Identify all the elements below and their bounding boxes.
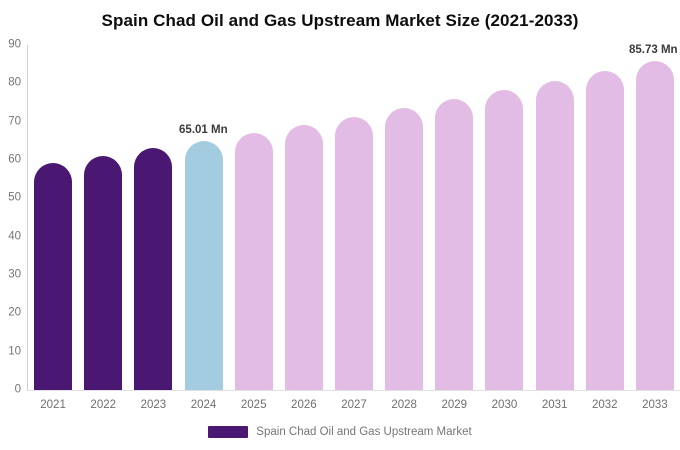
bar-2022[interactable] bbox=[84, 155, 123, 390]
y-axis-tick-label: 30 bbox=[8, 268, 21, 281]
x-axis-tick-label: 2026 bbox=[291, 399, 317, 411]
x-axis-tick-label: 2032 bbox=[591, 399, 618, 411]
legend-label: Spain Chad Oil and Gas Upstream Market bbox=[256, 426, 472, 438]
bar-2027[interactable] bbox=[335, 116, 373, 390]
x-axis-tick-label: 2030 bbox=[491, 399, 518, 411]
bar-2026[interactable] bbox=[284, 125, 323, 390]
bar-2029[interactable] bbox=[435, 99, 474, 390]
x-axis-tick-label: 2031 bbox=[541, 399, 568, 411]
bar-2023[interactable] bbox=[134, 148, 173, 390]
bar-2033[interactable] bbox=[635, 61, 674, 390]
x-axis-tick-label: 2029 bbox=[441, 399, 468, 411]
bar-annotation-2024: 65.01 Mn bbox=[179, 123, 228, 136]
y-axis-tick-label: 50 bbox=[8, 191, 21, 204]
y-axis-line bbox=[27, 45, 28, 390]
y-axis-tick-label: 70 bbox=[8, 114, 21, 127]
x-axis-tick-label: 2024 bbox=[190, 399, 217, 411]
legend-swatch bbox=[208, 426, 249, 438]
x-axis-line bbox=[27, 390, 680, 391]
bar-2025[interactable] bbox=[234, 133, 273, 390]
bar-2030[interactable] bbox=[485, 90, 524, 390]
x-axis-tick-label: 2023 bbox=[140, 399, 167, 411]
bar-2031[interactable] bbox=[535, 80, 574, 390]
y-axis-tick-label: 10 bbox=[8, 344, 21, 357]
x-axis-tick-label: 2028 bbox=[391, 399, 417, 411]
x-axis-tick-label: 2025 bbox=[240, 399, 267, 411]
y-axis-tick-label: 90 bbox=[8, 38, 21, 51]
y-axis-tick-label: 80 bbox=[8, 76, 21, 89]
bar-2024[interactable] bbox=[184, 140, 223, 390]
y-axis-tick-label: 20 bbox=[8, 306, 21, 319]
y-axis-tick-label: 0 bbox=[14, 383, 21, 396]
x-axis-tick-label: 2027 bbox=[341, 399, 367, 411]
chart-title: Spain Chad Oil and Gas Upstream Market S… bbox=[101, 11, 579, 30]
bar-2028[interactable] bbox=[385, 108, 424, 390]
y-axis-tick-label: 40 bbox=[8, 229, 21, 242]
x-axis-tick-label: 2021 bbox=[40, 399, 66, 411]
bar-2032[interactable] bbox=[585, 71, 624, 390]
x-axis-tick-label: 2033 bbox=[642, 399, 668, 411]
bar-annotation-2033: 85.73 Mn bbox=[629, 44, 678, 57]
x-axis-tick-label: 2022 bbox=[90, 399, 117, 411]
y-axis-tick-label: 60 bbox=[8, 153, 21, 166]
bar-2021[interactable] bbox=[34, 162, 73, 390]
legend[interactable]: Spain Chad Oil and Gas Upstream Market bbox=[0, 426, 680, 438]
